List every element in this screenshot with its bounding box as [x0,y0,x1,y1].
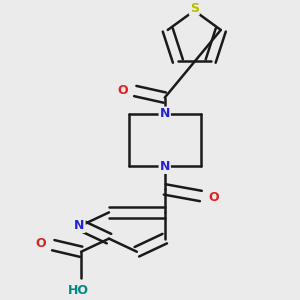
Text: S: S [190,2,199,15]
Text: O: O [208,191,219,204]
Text: O: O [118,84,128,97]
Text: N: N [160,107,170,121]
Text: N: N [74,219,85,232]
Text: N: N [160,160,170,173]
Text: HO: HO [68,284,89,297]
Text: O: O [35,237,46,250]
